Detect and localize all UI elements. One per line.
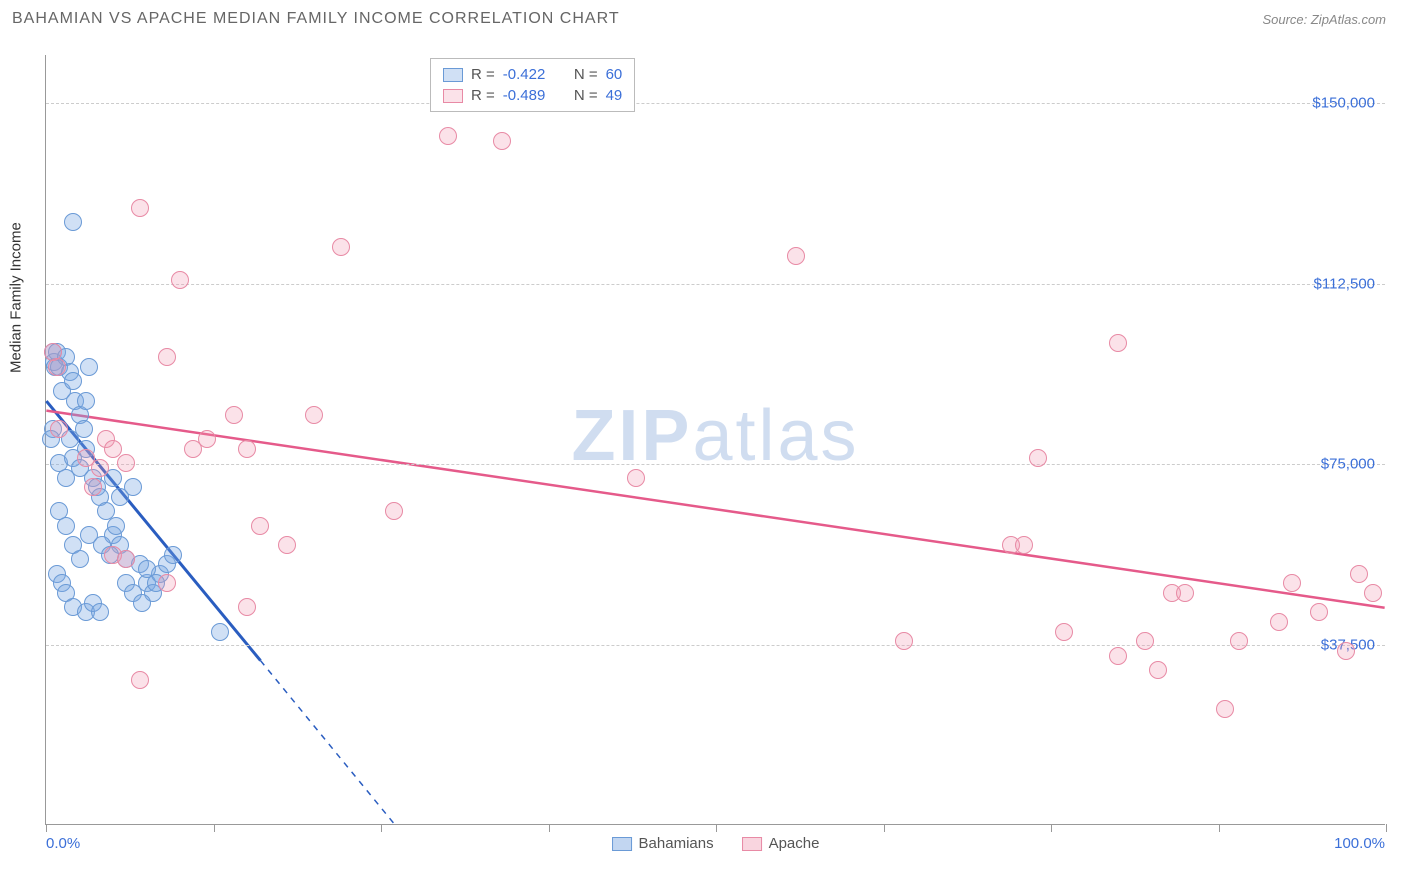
scatter-point xyxy=(385,502,403,520)
scatter-point xyxy=(211,623,229,641)
scatter-point xyxy=(1283,574,1301,592)
scatter-point xyxy=(50,420,68,438)
scatter-point xyxy=(80,358,98,376)
scatter-point xyxy=(1176,584,1194,602)
scatter-point xyxy=(1350,565,1368,583)
scatter-point xyxy=(895,632,913,650)
scatter-point xyxy=(131,199,149,217)
scatter-point xyxy=(91,459,109,477)
y-tick-label: $112,500 xyxy=(1314,275,1375,292)
scatter-point xyxy=(1015,536,1033,554)
scatter-point xyxy=(305,406,323,424)
scatter-point xyxy=(1270,613,1288,631)
scatter-point xyxy=(64,372,82,390)
scatter-point xyxy=(1230,632,1248,650)
scatter-point xyxy=(117,454,135,472)
n-value: 60 xyxy=(606,66,623,83)
scatter-point xyxy=(332,238,350,256)
scatter-point xyxy=(64,213,82,231)
scatter-point xyxy=(1310,603,1328,621)
stats-row: R = -0.489 N = 49 xyxy=(443,85,622,106)
scatter-point xyxy=(158,348,176,366)
gridline xyxy=(46,464,1385,465)
scatter-point xyxy=(57,517,75,535)
x-min-label: 0.0% xyxy=(46,835,80,852)
gridline xyxy=(46,284,1385,285)
scatter-point xyxy=(48,358,66,376)
n-label: N = xyxy=(574,87,598,104)
scatter-point xyxy=(787,247,805,265)
scatter-point xyxy=(107,517,125,535)
legend-item: Bahamians xyxy=(612,835,714,852)
scatter-point xyxy=(1055,623,1073,641)
scatter-point xyxy=(1029,449,1047,467)
scatter-point xyxy=(439,127,457,145)
n-label: N = xyxy=(574,66,598,83)
scatter-point xyxy=(238,440,256,458)
legend-label: Apache xyxy=(769,835,820,852)
x-tick xyxy=(716,824,717,832)
scatter-point xyxy=(77,392,95,410)
source-credit: Source: ZipAtlas.com xyxy=(1262,12,1386,27)
series-swatch xyxy=(443,68,463,82)
x-max-label: 100.0% xyxy=(1334,835,1385,852)
r-value: -0.489 xyxy=(503,87,546,104)
scatter-point xyxy=(84,478,102,496)
stats-row: R = -0.422 N = 60 xyxy=(443,64,622,85)
series-legend: Bahamians Apache xyxy=(612,835,820,852)
x-tick xyxy=(1386,824,1387,832)
legend-label: Bahamians xyxy=(639,835,714,852)
y-tick-label: $75,000 xyxy=(1321,456,1375,473)
scatter-point xyxy=(1149,661,1167,679)
r-label: R = xyxy=(471,87,495,104)
series-swatch xyxy=(443,89,463,103)
scatter-point xyxy=(1364,584,1382,602)
x-tick xyxy=(884,824,885,832)
scatter-point xyxy=(164,546,182,564)
scatter-point xyxy=(1216,700,1234,718)
y-tick-label: $150,000 xyxy=(1312,95,1375,112)
x-tick xyxy=(381,824,382,832)
y-axis-label: Median Family Income xyxy=(8,222,25,373)
x-tick xyxy=(549,824,550,832)
r-value: -0.422 xyxy=(503,66,546,83)
scatter-point xyxy=(1109,647,1127,665)
scatter-point xyxy=(91,603,109,621)
n-value: 49 xyxy=(606,87,623,104)
chart-plot-area: Median Family Income ZIPatlas $37,500$75… xyxy=(45,55,1385,825)
scatter-point xyxy=(104,440,122,458)
scatter-point xyxy=(251,517,269,535)
r-label: R = xyxy=(471,66,495,83)
scatter-point xyxy=(627,469,645,487)
scatter-point xyxy=(171,271,189,289)
scatter-point xyxy=(131,671,149,689)
legend-item: Apache xyxy=(742,835,820,852)
chart-title: BAHAMIAN VS APACHE MEDIAN FAMILY INCOME … xyxy=(12,10,620,28)
x-tick xyxy=(1219,824,1220,832)
scatter-point xyxy=(133,594,151,612)
scatter-point xyxy=(117,550,135,568)
scatter-point xyxy=(111,488,129,506)
scatter-point xyxy=(225,406,243,424)
legend-swatch xyxy=(742,837,762,851)
scatter-point xyxy=(1136,632,1154,650)
scatter-point xyxy=(493,132,511,150)
scatter-point xyxy=(71,550,89,568)
x-tick xyxy=(1051,824,1052,832)
trend-line-extrapolation xyxy=(260,661,394,824)
scatter-point xyxy=(158,574,176,592)
scatter-point xyxy=(1109,334,1127,352)
legend-swatch xyxy=(612,837,632,851)
gridline xyxy=(46,645,1385,646)
scatter-point xyxy=(198,430,216,448)
scatter-point xyxy=(278,536,296,554)
x-tick xyxy=(214,824,215,832)
scatter-point xyxy=(1337,642,1355,660)
correlation-stats-legend: R = -0.422 N = 60R = -0.489 N = 49 xyxy=(430,58,635,112)
gridline xyxy=(46,103,1385,104)
scatter-point xyxy=(238,598,256,616)
x-tick xyxy=(46,824,47,832)
